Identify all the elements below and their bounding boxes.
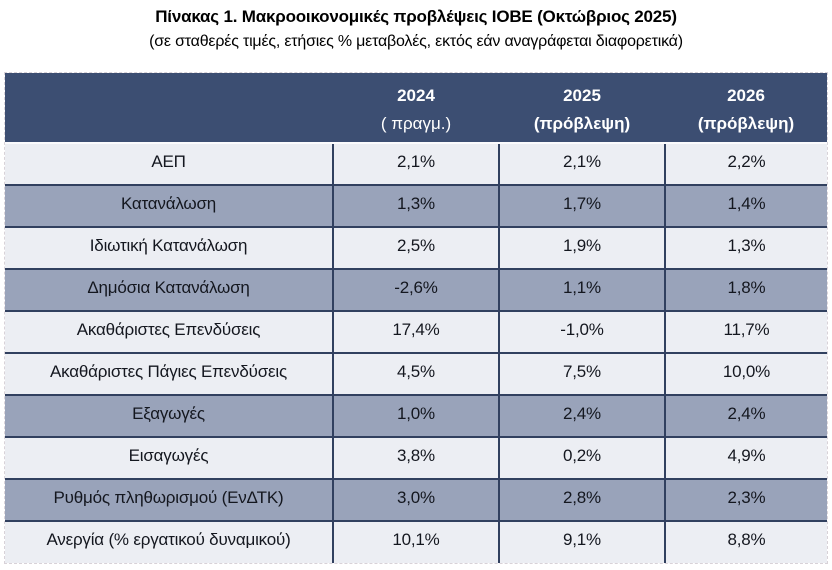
value-2025: 2,8% bbox=[498, 478, 665, 521]
row-label: Ανεργία (% εργατικού δυναμικού) bbox=[5, 520, 333, 563]
header-year-2024: 2024 bbox=[397, 86, 435, 105]
header-subnote-actual: ( πραγμ.) bbox=[380, 114, 452, 133]
value-2024: 2,1% bbox=[332, 142, 499, 185]
value-2024: 17,4% bbox=[332, 310, 499, 353]
value-2026: 8,8% bbox=[664, 520, 827, 563]
value-2025: 0,2% bbox=[498, 436, 665, 479]
table-row-gross-investment: Ακαθάριστες Επενδύσεις 17,4% -1,0% 11,7% bbox=[5, 310, 827, 353]
table-row-gross-fixed-investment: Ακαθάριστες Πάγιες Επενδύσεις 4,5% 7,5% … bbox=[5, 352, 827, 395]
value-2024: 3,8% bbox=[332, 436, 499, 479]
value-2026: 1,8% bbox=[664, 268, 827, 311]
value-2025: -1,0% bbox=[498, 310, 665, 353]
value-2025: 1,7% bbox=[498, 184, 665, 227]
value-2024: 1,3% bbox=[332, 184, 499, 227]
header-cell-2024: 2024 ( πραγμ.) bbox=[333, 73, 499, 143]
value-2024: 10,1% bbox=[332, 520, 499, 563]
table-row-unemployment: Ανεργία (% εργατικού δυναμικού) 10,1% 9,… bbox=[5, 520, 827, 563]
table-outer-border: 2024 ( πραγμ.) 2025 (πρόβλεψη) 2026 (πρό… bbox=[4, 72, 828, 564]
table-row-imports: Εισαγωγές 3,8% 0,2% 4,9% bbox=[5, 436, 827, 479]
value-2025: 9,1% bbox=[498, 520, 665, 563]
header-subnote-forecast-2026: (πρόβλεψη) bbox=[697, 114, 795, 133]
value-2026: 4,9% bbox=[664, 436, 827, 479]
value-2025: 2,1% bbox=[498, 142, 665, 185]
row-label: Ακαθάριστες Επενδύσεις bbox=[5, 310, 333, 353]
value-2026: 1,3% bbox=[664, 226, 827, 269]
value-2026: 2,2% bbox=[664, 142, 827, 185]
value-2026: 11,7% bbox=[664, 310, 827, 353]
header-cell-2026: 2026 (πρόβλεψη) bbox=[665, 73, 827, 143]
value-2026: 2,4% bbox=[664, 394, 827, 437]
value-2025: 1,1% bbox=[498, 268, 665, 311]
row-label: Δημόσια Κατανάλωση bbox=[5, 268, 333, 311]
table-row-exports: Εξαγωγές 1,0% 2,4% 2,4% bbox=[5, 394, 827, 437]
table-row-gdp: ΑΕΠ 2,1% 2,1% 2,2% bbox=[5, 142, 827, 185]
row-label: Εισαγωγές bbox=[5, 436, 333, 479]
row-label: Κατανάλωση bbox=[5, 184, 333, 227]
row-label: ΑΕΠ bbox=[5, 142, 333, 185]
value-2024: -2,6% bbox=[332, 268, 499, 311]
table-row-private-consumption: Ιδιωτική Κατανάλωση 2,5% 1,9% 1,3% bbox=[5, 226, 827, 269]
table-title: Πίνακας 1. Μακροοικονομικές προβλέψεις Ι… bbox=[155, 7, 677, 26]
table-row-consumption: Κατανάλωση 1,3% 1,7% 1,4% bbox=[5, 184, 827, 227]
value-2026: 10,0% bbox=[664, 352, 827, 395]
value-2024: 2,5% bbox=[332, 226, 499, 269]
header-subnote-forecast-2025: (πρόβλεψη) bbox=[533, 114, 631, 133]
header-year-2025: 2025 bbox=[563, 86, 601, 105]
value-2025: 7,5% bbox=[498, 352, 665, 395]
row-label: Ακαθάριστες Πάγιες Επενδύσεις bbox=[5, 352, 333, 395]
table-subtitle: (σε σταθερές τιμές, ετήσιες % μεταβολές,… bbox=[149, 33, 683, 50]
header-cell-empty bbox=[5, 73, 333, 143]
value-2025: 2,4% bbox=[498, 394, 665, 437]
value-2026: 2,3% bbox=[664, 478, 827, 521]
forecast-table: 2024 ( πραγμ.) 2025 (πρόβλεψη) 2026 (πρό… bbox=[5, 73, 827, 563]
header-cell-2025: 2025 (πρόβλεψη) bbox=[499, 73, 665, 143]
row-label: Ρυθμός πληθωρισμού (ΕνΔΤΚ) bbox=[5, 478, 333, 521]
value-2026: 1,4% bbox=[664, 184, 827, 227]
header-year-2026: 2026 bbox=[727, 86, 765, 105]
table-row-public-consumption: Δημόσια Κατανάλωση -2,6% 1,1% 1,8% bbox=[5, 268, 827, 311]
header-row: 2024 ( πραγμ.) 2025 (πρόβλεψη) 2026 (πρό… bbox=[5, 73, 827, 143]
row-label: Εξαγωγές bbox=[5, 394, 333, 437]
value-2025: 1,9% bbox=[498, 226, 665, 269]
table-row-inflation: Ρυθμός πληθωρισμού (ΕνΔΤΚ) 3,0% 2,8% 2,3… bbox=[5, 478, 827, 521]
value-2024: 1,0% bbox=[332, 394, 499, 437]
row-label: Ιδιωτική Κατανάλωση bbox=[5, 226, 333, 269]
value-2024: 4,5% bbox=[332, 352, 499, 395]
value-2024: 3,0% bbox=[332, 478, 499, 521]
